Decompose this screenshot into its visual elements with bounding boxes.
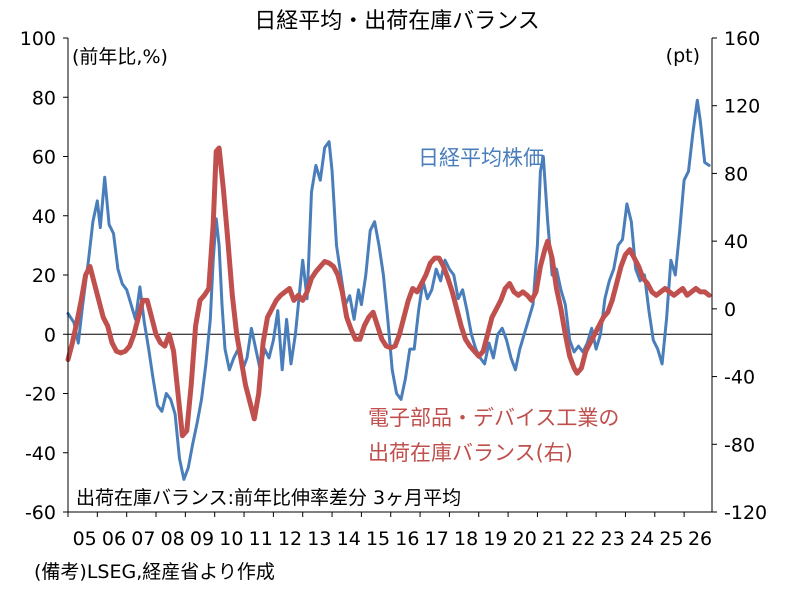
x-tick-label: 10 — [219, 528, 243, 550]
x-tick-label: 17 — [425, 528, 449, 550]
x-tick-label: 12 — [278, 528, 302, 550]
x-tick-label: 09 — [190, 528, 214, 550]
x-tick-label: 08 — [161, 528, 185, 550]
right-tick-label: -80 — [724, 434, 755, 456]
left-tick-label: 80 — [32, 87, 56, 109]
x-tick-label: 21 — [542, 528, 566, 550]
left-tick-label: 60 — [32, 147, 56, 169]
left-tick-label: -40 — [25, 443, 56, 465]
left-tick-label: 100 — [20, 28, 56, 50]
x-tick-label: 23 — [601, 528, 625, 550]
balance-series-label-line2: 出荷在庫バランス(右) — [368, 441, 573, 465]
chart-title: 日経平均・出荷在庫バランス — [254, 9, 540, 34]
right-axis-ticks: 160 120 80 40 0 -40 -80 -120 — [712, 28, 767, 524]
left-tick-label: -20 — [25, 384, 56, 406]
nikkei-series-line — [66, 98, 711, 481]
x-tick-label: 24 — [630, 528, 654, 550]
right-tick-label: -120 — [724, 502, 767, 524]
x-tick-label: 05 — [73, 528, 97, 550]
left-tick-label: 0 — [44, 324, 56, 346]
balance-series-line — [65, 145, 712, 439]
x-tick-label: 19 — [483, 528, 507, 550]
left-axis-label: (前年比,%) — [72, 46, 168, 68]
left-tick-label: -60 — [25, 502, 56, 524]
x-tick-label: 26 — [688, 528, 712, 550]
x-tick-label: 15 — [366, 528, 390, 550]
right-tick-label: -40 — [724, 367, 755, 389]
x-axis-ticks: 05 06 07 08 09 10 11 12 13 14 15 16 17 18 19 20 21 22 23 24… — [67, 512, 712, 550]
x-tick-label: 22 — [571, 528, 595, 550]
x-tick-label: 20 — [513, 528, 537, 550]
left-axis-ticks: 100 80 60 40 20 0 -20 -40 -60 — [20, 28, 68, 524]
right-tick-label: 80 — [724, 163, 748, 185]
right-tick-label: 0 — [724, 299, 736, 321]
balance-series-label-line1: 電子部品・デバイス工業の — [368, 406, 619, 430]
right-tick-label: 160 — [724, 28, 760, 50]
x-tick-label: 25 — [659, 528, 683, 550]
x-tick-label: 14 — [337, 528, 361, 550]
source-note: (備考)LSEG,経産省より作成 — [34, 561, 275, 583]
series-layer — [65, 98, 712, 481]
x-tick-label: 06 — [102, 528, 126, 550]
left-tick-label: 40 — [32, 206, 56, 228]
right-tick-label: 40 — [724, 231, 748, 253]
x-tick-label: 13 — [307, 528, 331, 550]
x-tick-label: 16 — [395, 528, 419, 550]
x-tick-label: 18 — [454, 528, 478, 550]
right-tick-label: 120 — [724, 96, 760, 118]
footnote-inside-plot: 出荷在庫バランス:前年比伸率差分 3ヶ月平均 — [76, 487, 461, 509]
right-axis-label: (pt) — [666, 45, 700, 67]
x-tick-label: 11 — [249, 528, 273, 550]
nikkei-series-label: 日経平均株価 — [418, 146, 544, 170]
x-tick-label: 07 — [131, 528, 155, 550]
left-tick-label: 20 — [32, 265, 56, 287]
